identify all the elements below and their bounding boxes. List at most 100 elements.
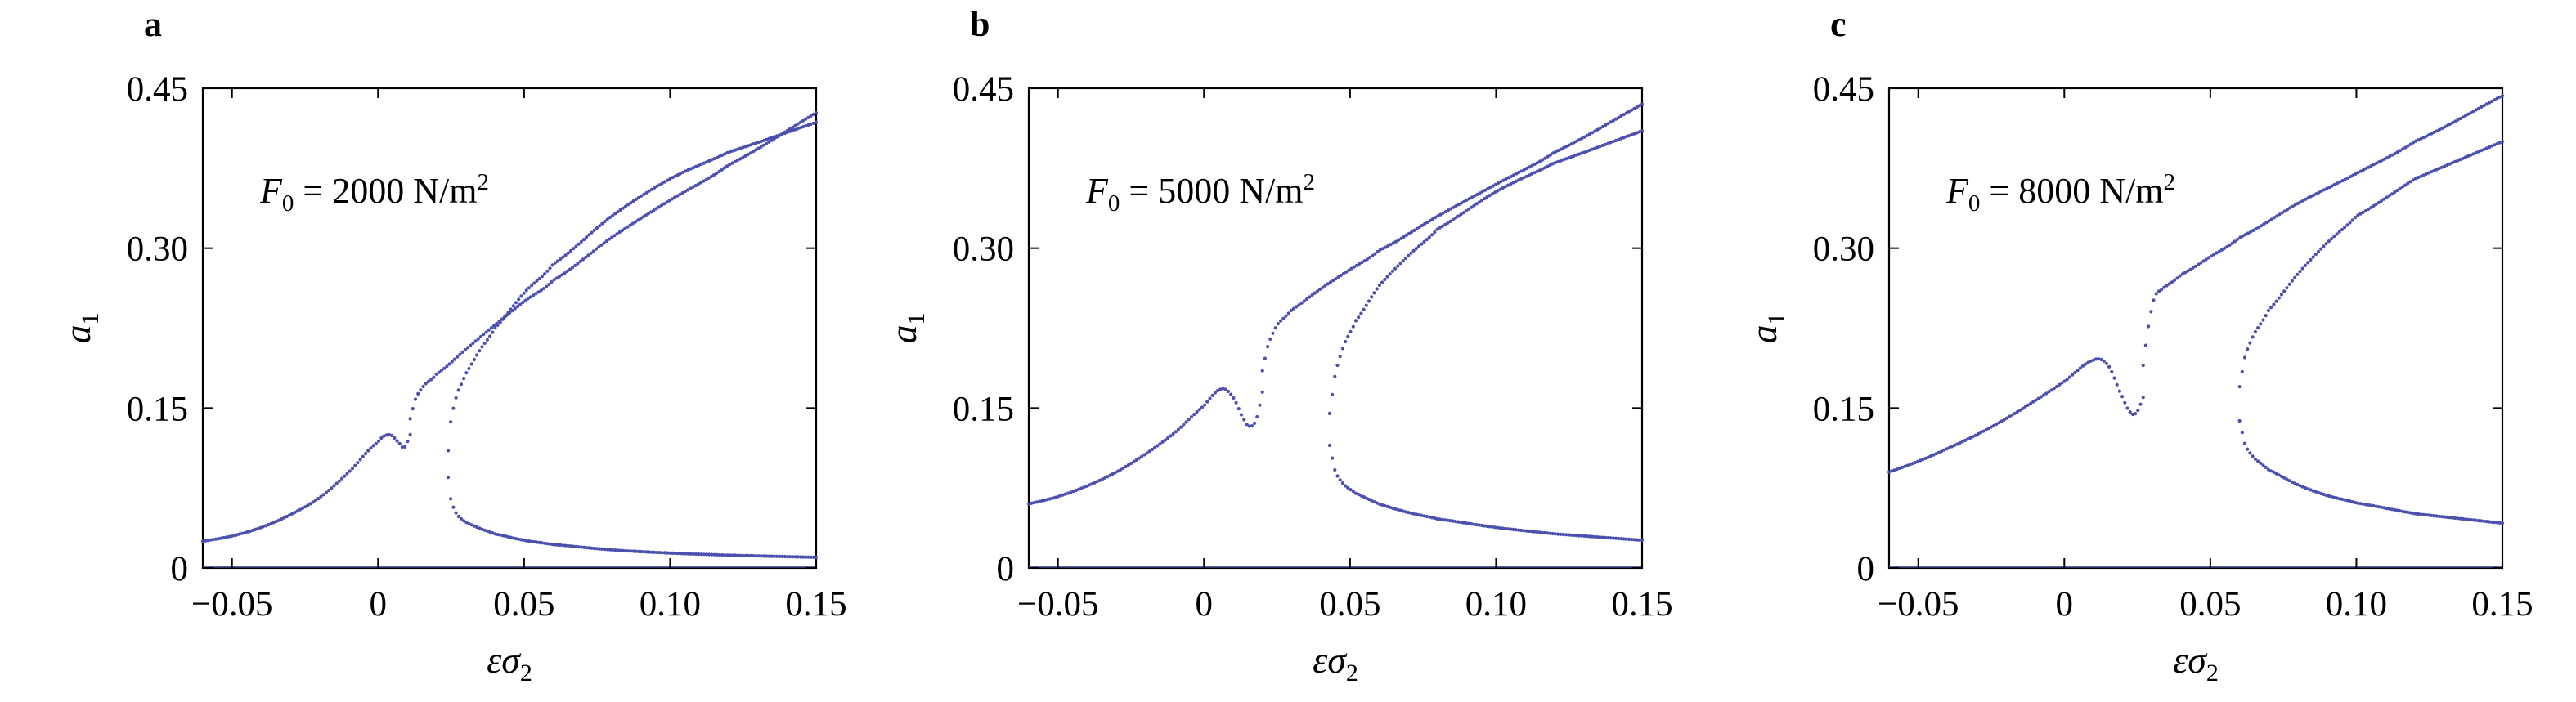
- data-point: [1541, 158, 1545, 162]
- data-point: [2309, 488, 2313, 492]
- data-point: [759, 145, 763, 149]
- data-point: [1066, 491, 1070, 495]
- data-point: [1496, 525, 1500, 530]
- data-point: [532, 539, 536, 544]
- data-point: [1380, 503, 1384, 507]
- data-point: [1622, 537, 1626, 541]
- data-point: [478, 334, 483, 338]
- data-point: [2225, 244, 2229, 249]
- data-point: [2387, 194, 2391, 198]
- data-point: [1540, 530, 1545, 534]
- data-point: [770, 554, 774, 558]
- data-point: [1533, 162, 1537, 166]
- data-point: [491, 330, 495, 334]
- data-point: [1315, 289, 1320, 293]
- data-point: [340, 476, 344, 481]
- data-point: [1377, 283, 1381, 288]
- data-point: [1533, 171, 1537, 175]
- data-point: [303, 505, 307, 509]
- data-point: [1440, 517, 1444, 521]
- x-tick-label: −0.05: [1878, 585, 1959, 624]
- data-point: [1340, 481, 1344, 485]
- data-point: [2432, 168, 2436, 172]
- data-point: [1113, 471, 1117, 475]
- data-point: [1533, 530, 1537, 534]
- y-axis-label: a1: [56, 313, 104, 344]
- data-point: [1032, 501, 1036, 505]
- data-point: [780, 132, 784, 136]
- data-point: [581, 257, 586, 262]
- data-point: [1945, 447, 1949, 451]
- data-point: [574, 244, 578, 248]
- data-point: [2010, 413, 2014, 417]
- data-point: [581, 238, 586, 242]
- data-point: [1556, 159, 1560, 163]
- data-point: [2317, 190, 2321, 195]
- data-point: [2141, 364, 2145, 368]
- data-point: [2413, 177, 2417, 181]
- data-point: [1603, 142, 1608, 146]
- data-point: [1353, 491, 1358, 495]
- data-point: [2094, 357, 2098, 361]
- data-point: [2049, 388, 2053, 392]
- data-point: [2296, 201, 2300, 205]
- data-point: [707, 552, 711, 557]
- data-point: [500, 317, 505, 321]
- data-point: [2474, 518, 2478, 522]
- data-point: [2348, 175, 2353, 179]
- data-point: [458, 352, 462, 356]
- data-point: [741, 155, 745, 159]
- data-point: [559, 257, 563, 262]
- data-point: [574, 544, 578, 549]
- data-point: [390, 433, 394, 438]
- data-point: [1986, 427, 1990, 431]
- data-point: [2138, 402, 2143, 406]
- data-point: [2266, 467, 2270, 472]
- data-point: [806, 115, 810, 119]
- data-point: [1564, 157, 1568, 161]
- data-point: [2490, 144, 2494, 148]
- data-point: [480, 345, 484, 349]
- data-point: [642, 192, 646, 196]
- data-point: [1234, 400, 1238, 405]
- data-point: [2279, 474, 2284, 479]
- data-point: [1353, 319, 1358, 323]
- data-point: [791, 128, 795, 132]
- data-point: [1365, 257, 1369, 262]
- data-point: [633, 220, 638, 224]
- y-tick-label: 0.45: [953, 70, 1014, 109]
- data-point: [2345, 223, 2349, 227]
- data-point: [741, 145, 745, 150]
- data-point: [667, 199, 671, 203]
- data-point: [2340, 179, 2345, 183]
- data-point: [566, 251, 570, 255]
- data-point: [2274, 299, 2278, 303]
- data-point: [2197, 262, 2201, 266]
- data-point: [1490, 525, 1495, 529]
- data-point: [1229, 392, 1233, 396]
- data-point: [597, 245, 601, 249]
- data-point: [1203, 403, 1207, 407]
- data-point: [1266, 345, 1270, 349]
- data-point: [224, 535, 228, 539]
- data-point: [1422, 239, 1426, 244]
- data-point: [1255, 414, 1259, 419]
- data-point: [1895, 467, 1899, 472]
- data-point: [754, 141, 758, 145]
- data-point: [2044, 391, 2049, 396]
- data-point: [1407, 231, 1411, 235]
- data-point: [1433, 216, 1438, 220]
- data-point: [535, 279, 539, 283]
- data-point: [657, 183, 662, 187]
- data-point: [411, 407, 415, 411]
- panel-c: c−0.05 0 0.05 0.10 0.1500.150.300.45εσ2a1F0 …: [1743, 4, 2533, 686]
- data-point: [2259, 224, 2264, 228]
- data-point: [1349, 329, 1353, 333]
- data-point: [1989, 425, 1993, 429]
- data-point: [1606, 122, 1610, 126]
- data-point: [2173, 278, 2177, 282]
- data-point: [369, 446, 373, 450]
- data-point: [1305, 297, 1309, 301]
- data-point: [2102, 359, 2106, 363]
- data-point: [1043, 499, 1047, 503]
